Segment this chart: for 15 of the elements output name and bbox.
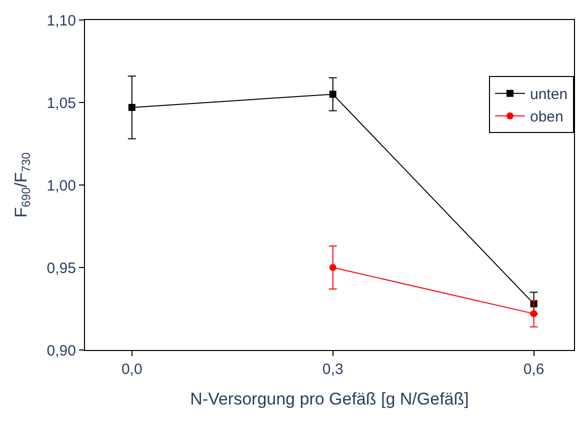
point: [128, 104, 136, 111]
point: [530, 310, 538, 318]
x-axis-title: N-Versorgung pro Gefäß [g N/Gefäß]: [190, 389, 469, 408]
y-tick-label: 1,00: [46, 177, 76, 194]
y-tick-label: 0,95: [46, 260, 76, 277]
point: [329, 264, 336, 271]
x-tick-label: 0,3: [322, 361, 344, 378]
legend-label: unten: [530, 86, 568, 104]
legend-label: oben: [530, 108, 564, 126]
y-tick-label: 1,05: [46, 94, 76, 112]
x-tick-label: 0,0: [121, 361, 142, 378]
point: [329, 90, 336, 98]
x-tick-label: 0,6: [523, 361, 544, 378]
y-tick-label: 0,90: [46, 342, 76, 360]
y-tick-label: 1,10: [46, 12, 76, 30]
